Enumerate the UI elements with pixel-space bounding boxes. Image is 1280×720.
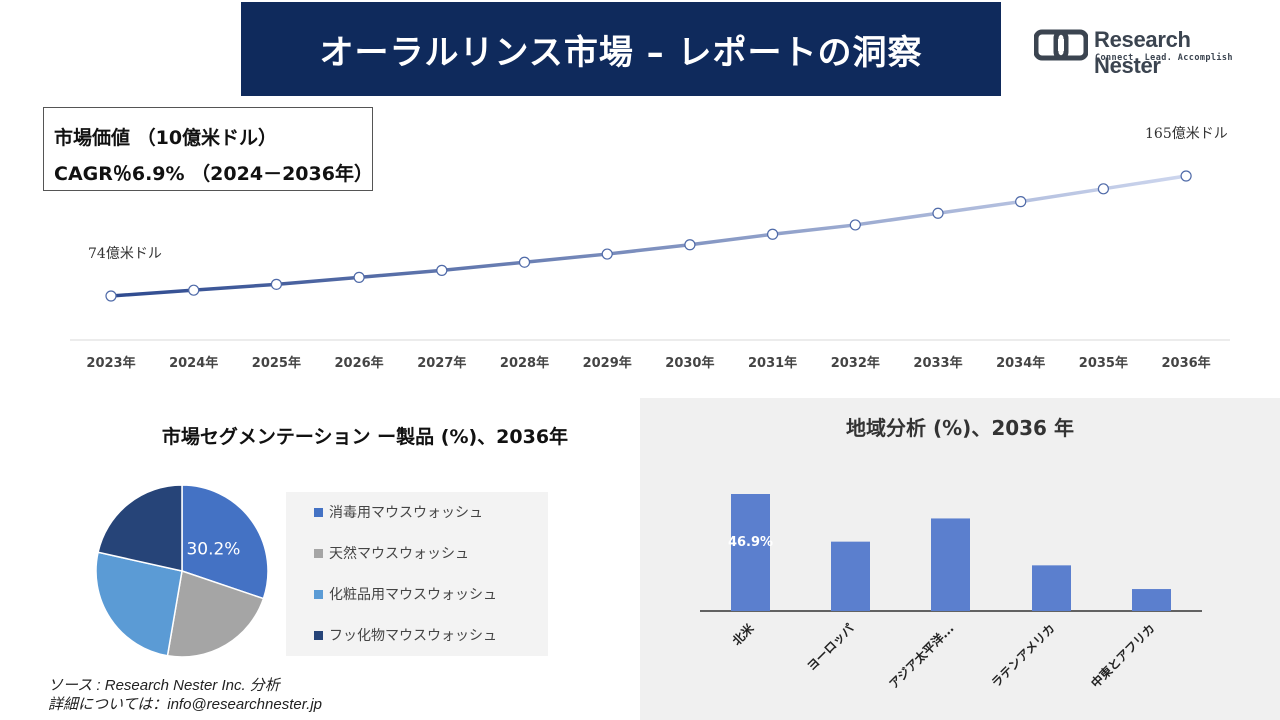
x-tick-label: 2031年 bbox=[748, 355, 797, 371]
market-value-label: 市場価値 （10億米ドル） bbox=[54, 127, 278, 149]
x-tick-label: 2034年 bbox=[996, 355, 1045, 371]
data-point bbox=[1015, 196, 1027, 208]
data-point bbox=[766, 228, 779, 240]
bar bbox=[1032, 565, 1071, 611]
x-category-label: 中東とアフリカ bbox=[1088, 621, 1158, 691]
source-note: ソース : Research Nester Inc. 分析 詳細については：in… bbox=[48, 676, 322, 714]
regional-bar-chart: 46.9% 北米 ヨーロッパ アジア太平洋... ラテンアメリカ 中東とアフリカ bbox=[700, 494, 1202, 692]
x-tick-label: 2023年 bbox=[86, 355, 135, 371]
x-tick-label: 2032年 bbox=[831, 355, 880, 371]
x-category-label: ヨーロッパ bbox=[804, 621, 856, 673]
end-value-annotation: 165億米ドル bbox=[1145, 126, 1228, 142]
bar bbox=[731, 494, 770, 611]
brand-logo: Research Nester Connect. Lead. Accomplis… bbox=[1034, 27, 1249, 78]
pie-chart-title: 市場セグメンテーション ー製品 (%)、2036年 bbox=[161, 426, 569, 448]
market-value-line-chart: 2023年 2024年 2025年 2026年 2027年 2028年 2029年 2030年… bbox=[70, 126, 1230, 371]
market-info-box: 市場価値 （10億米ドル） CAGR％6.9% （2024－2036年） bbox=[43, 107, 373, 191]
x-tick-label: 2025年 bbox=[252, 355, 301, 371]
product-pie-chart: 30.2% bbox=[95, 484, 269, 658]
logo-name: Research Nester bbox=[1094, 27, 1191, 78]
data-point bbox=[436, 264, 448, 276]
legend-swatch bbox=[314, 548, 323, 558]
pie-slice bbox=[166, 570, 265, 658]
legend-label: 天然マウスウォッシュ bbox=[329, 546, 469, 562]
data-point bbox=[105, 290, 117, 302]
legend-swatch bbox=[314, 589, 323, 599]
x-tick-label: 2028年 bbox=[500, 355, 549, 371]
data-point bbox=[518, 256, 531, 268]
legend-swatch bbox=[314, 630, 323, 640]
x-tick-label: 2033年 bbox=[913, 355, 962, 371]
cagr-label: CAGR％6.9% （2024－2036年） bbox=[54, 163, 373, 185]
legend-label: フッ化物マウスウォッシュ bbox=[329, 628, 497, 644]
data-point bbox=[1097, 183, 1110, 195]
data-point bbox=[188, 284, 200, 296]
market-value-series-line bbox=[110, 174, 1187, 298]
x-tick-label: 2027年 bbox=[417, 355, 466, 371]
pie-slice bbox=[95, 551, 183, 657]
pie-slice bbox=[181, 484, 269, 600]
logo-mark-icon bbox=[1034, 29, 1088, 61]
page-title: オーラルリンス市場 – レポートの洞察 bbox=[241, 2, 1001, 96]
pie-legend: 消毒用マウスウォッシュ 天然マウスウォッシュ化粧品用マウスウォッシュ フッ化物マウス… bbox=[286, 492, 548, 656]
legend-label: 化粧品用マウスウォッシュ bbox=[329, 587, 497, 603]
x-tick-label: 2024年 bbox=[169, 355, 218, 371]
data-point bbox=[601, 248, 613, 260]
x-tick-label: 2030年 bbox=[665, 355, 714, 371]
data-point bbox=[932, 207, 944, 219]
legend-item: 消毒用マウスウォッシュ bbox=[314, 502, 483, 522]
legend-item: 化粧品用マウスウォッシュ bbox=[314, 584, 497, 604]
bar-data-label: 46.9% bbox=[728, 535, 773, 550]
logo-tagline: Connect. Lead. Accomplish bbox=[1095, 53, 1233, 63]
source-line: ソース : Research Nester Inc. 分析 bbox=[48, 677, 280, 694]
x-category-label: アジア太平洋... bbox=[886, 621, 957, 692]
legend-label: 消毒用マウスウォッシュ bbox=[329, 505, 483, 521]
data-point bbox=[353, 271, 365, 283]
legend-item: フッ化物マウスウォッシュ bbox=[314, 625, 497, 645]
contact-line: 詳細については：info@researchnester.jp bbox=[48, 696, 322, 713]
x-tick-label: 2029年 bbox=[583, 355, 632, 371]
start-value-annotation: 74億米ドル bbox=[88, 246, 162, 262]
x-tick-label: 2026年 bbox=[335, 355, 384, 371]
data-point bbox=[270, 278, 282, 290]
pie-slice bbox=[97, 484, 183, 572]
bar bbox=[831, 541, 870, 611]
x-category-label: ラテンアメリカ bbox=[989, 621, 1058, 690]
data-point bbox=[1180, 170, 1192, 182]
bar bbox=[931, 518, 970, 611]
data-point bbox=[849, 219, 861, 231]
data-point bbox=[684, 239, 696, 251]
x-tick-label: 2035年 bbox=[1079, 355, 1128, 371]
pie-data-label: 30.2% bbox=[186, 539, 240, 559]
x-category-label: 北米 bbox=[729, 620, 757, 648]
bar-chart-title: 地域分析 (%)、2036 年 bbox=[846, 416, 1074, 440]
legend-swatch bbox=[314, 507, 323, 517]
x-tick-label: 2036年 bbox=[1162, 355, 1211, 371]
bar bbox=[1132, 589, 1171, 611]
legend-item: 天然マウスウォッシュ bbox=[314, 543, 469, 563]
